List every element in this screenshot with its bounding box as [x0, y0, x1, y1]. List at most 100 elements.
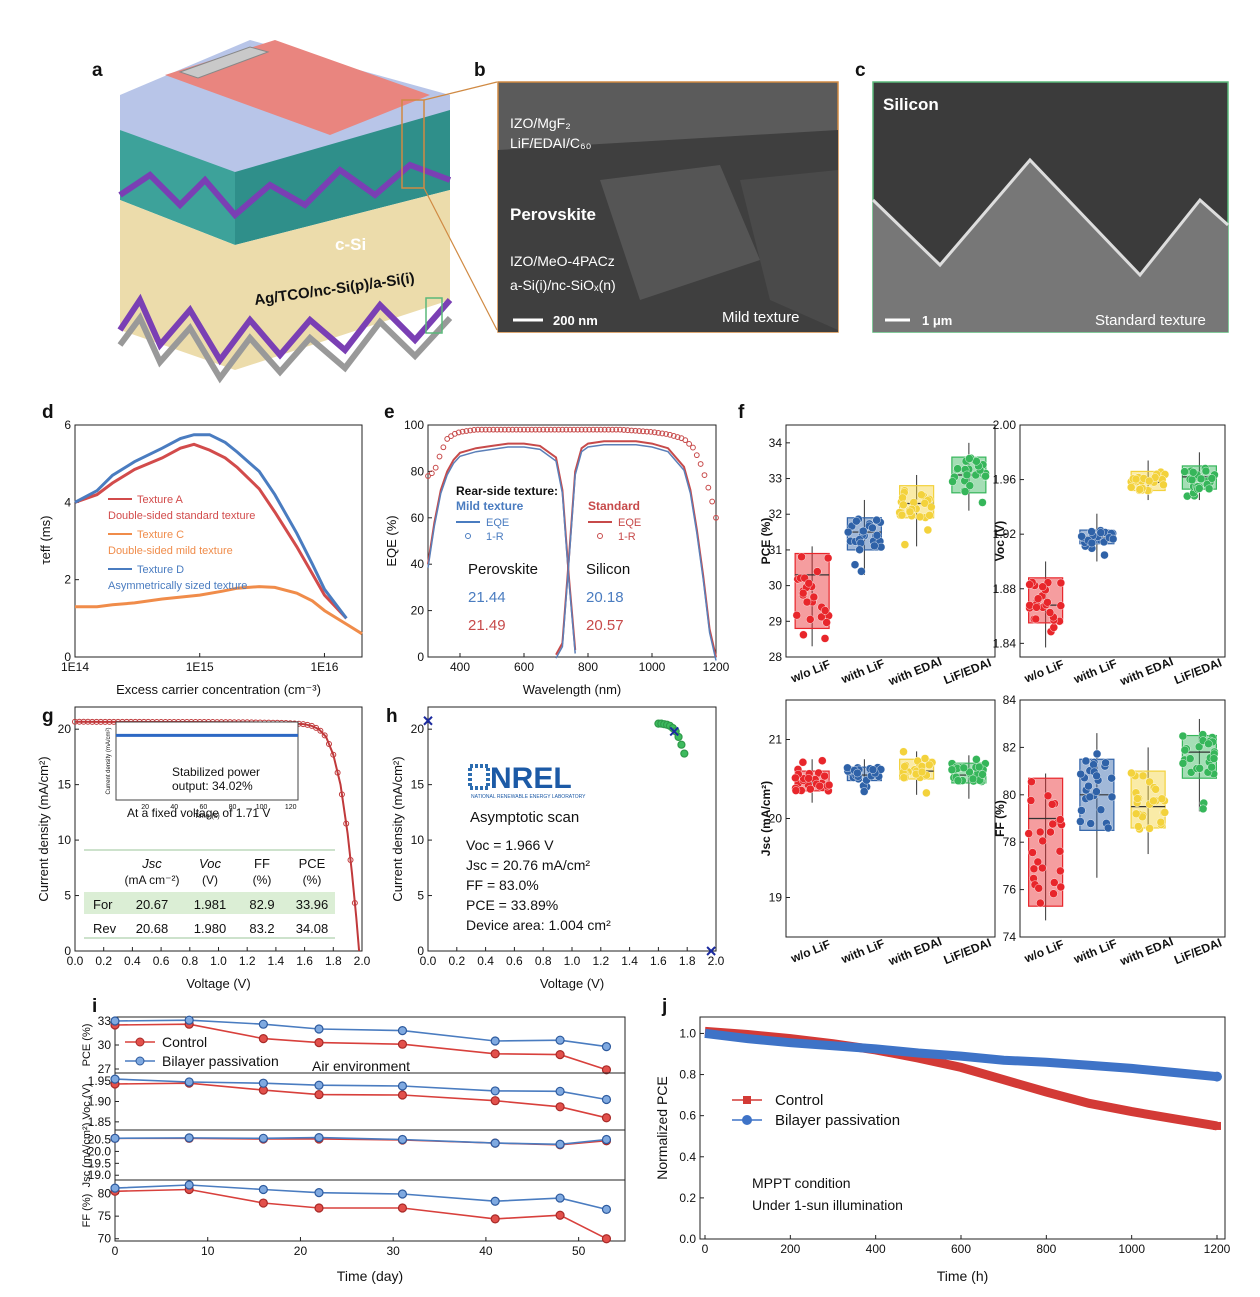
box-datapoint	[1159, 480, 1168, 489]
y-tick-label: 78	[1003, 835, 1017, 849]
box-datapoint	[1076, 769, 1085, 779]
table-row-label: Rev	[93, 921, 117, 936]
box-datapoint	[917, 490, 926, 499]
jv-point	[106, 718, 113, 725]
panel-letter: d	[42, 402, 54, 423]
reflectance-point	[513, 426, 520, 433]
x-tick-label: 2.0	[354, 954, 371, 968]
control-point	[490, 1096, 500, 1106]
y-tick-label: 1.90	[88, 1095, 112, 1109]
box-datapoint	[915, 512, 925, 522]
table-header-unit: (V)	[202, 873, 218, 887]
y-tick-label: 30	[769, 579, 783, 593]
category-label: with EDAI	[1117, 934, 1175, 968]
legend-desc: Double-sided standard texture	[108, 510, 255, 522]
y-axis-label: Jsc (mA/cm²)	[81, 1123, 93, 1188]
box-datapoint	[1076, 817, 1085, 826]
box-datapoint	[1160, 808, 1169, 817]
legend-label: Control	[162, 1034, 207, 1050]
reflectance-point	[655, 429, 662, 436]
box-datapoint	[899, 747, 908, 756]
zoom-line	[423, 81, 498, 101]
box-datapoint	[1101, 758, 1110, 767]
box-datapoint	[972, 755, 981, 764]
control-line	[114, 1082, 607, 1119]
box-datapoint	[965, 454, 974, 463]
table-cell: 1.980	[194, 921, 227, 936]
y-tick-label: 20	[769, 812, 783, 826]
box-datapoint	[850, 560, 860, 569]
table-cell: 20.67	[136, 897, 169, 912]
reflectance-point	[613, 426, 620, 433]
control-point	[601, 1234, 612, 1244]
x-tick-label: 0.4	[477, 954, 494, 968]
reflectance-point	[559, 426, 566, 433]
y-tick-label: 40	[411, 557, 425, 571]
panel-letter: a	[92, 60, 103, 81]
reflectance-point	[594, 426, 600, 433]
sem-layer-label: LiF/EDAI/C₆₀	[510, 135, 592, 151]
jv-point	[102, 718, 109, 725]
reflectance-point	[601, 426, 608, 433]
nrel-metric: Voc = 1.966 V	[466, 837, 554, 853]
legend-label: Texture A	[137, 494, 184, 506]
y-tick-label: 60	[411, 511, 425, 525]
cross-marker	[669, 726, 679, 737]
scan-type: Asymptotic scan	[470, 809, 579, 826]
reflectance-point	[467, 427, 474, 434]
jsc-value: 20.57	[586, 617, 624, 634]
y-tick-label: 20	[411, 722, 425, 736]
panel-letter: b	[474, 60, 486, 81]
jsc-value: 21.44	[468, 589, 506, 606]
box-datapoint	[1133, 794, 1142, 803]
box-datapoint	[815, 781, 824, 791]
box-datapoint	[1085, 792, 1095, 802]
box-datapoint	[948, 477, 957, 486]
x-tick-label: 1E15	[186, 660, 214, 674]
reflectance-point	[471, 427, 477, 433]
category-label: with LiF	[1071, 936, 1119, 966]
box-datapoint	[1038, 582, 1047, 591]
box-datapoint	[820, 606, 830, 615]
bilayer-point	[490, 1086, 500, 1096]
y-tick-label: 1.84	[993, 636, 1017, 650]
box-datapoint	[1180, 467, 1189, 476]
box-datapoint	[1056, 815, 1065, 824]
table-header: FF	[254, 856, 270, 871]
box-datapoint	[962, 470, 972, 480]
legend-group-label: Mild texture	[456, 499, 524, 513]
y-tick-label: 21	[769, 733, 783, 747]
mpp-point	[680, 749, 689, 758]
bilayer-point	[490, 1196, 500, 1206]
y-tick-label: 15	[58, 778, 72, 792]
x-tick-label: 1.0	[210, 954, 227, 968]
x-tick-label: 0.8	[535, 954, 552, 968]
box-datapoint	[859, 787, 869, 796]
box-datapoint	[927, 502, 936, 512]
bilayer-point	[397, 1134, 408, 1145]
reflectance-point	[436, 453, 443, 460]
nrel-logo-sub: NATIONAL RENEWABLE ENERGY LABORATORY	[471, 794, 586, 800]
plot-frame	[427, 706, 717, 952]
bilayer-line	[114, 1078, 607, 1101]
jv-point	[313, 724, 320, 731]
box-datapoint	[1187, 475, 1197, 485]
y-tick-label: 5	[417, 889, 424, 903]
box-datapoint	[1077, 806, 1086, 815]
perovskite-eqe-line	[427, 446, 576, 654]
control-point	[555, 1049, 565, 1060]
y-tick-label: 80	[98, 1187, 112, 1201]
reflectance-point	[521, 426, 527, 433]
x-tick-label: 800	[1036, 1242, 1056, 1256]
control-point	[601, 1065, 612, 1075]
y-tick-label: 1.95	[88, 1074, 112, 1088]
reflectance-point	[544, 426, 550, 433]
bilayer-point	[184, 1180, 194, 1190]
box-datapoint	[1087, 527, 1096, 536]
box-datapoint	[1028, 848, 1037, 857]
box-datapoint	[1151, 785, 1160, 794]
reflectance-point	[640, 428, 646, 435]
legend-label: EQE	[618, 517, 641, 529]
category-label: w/o LiF	[788, 937, 832, 966]
y-axis-label: PCE (%)	[759, 518, 773, 565]
